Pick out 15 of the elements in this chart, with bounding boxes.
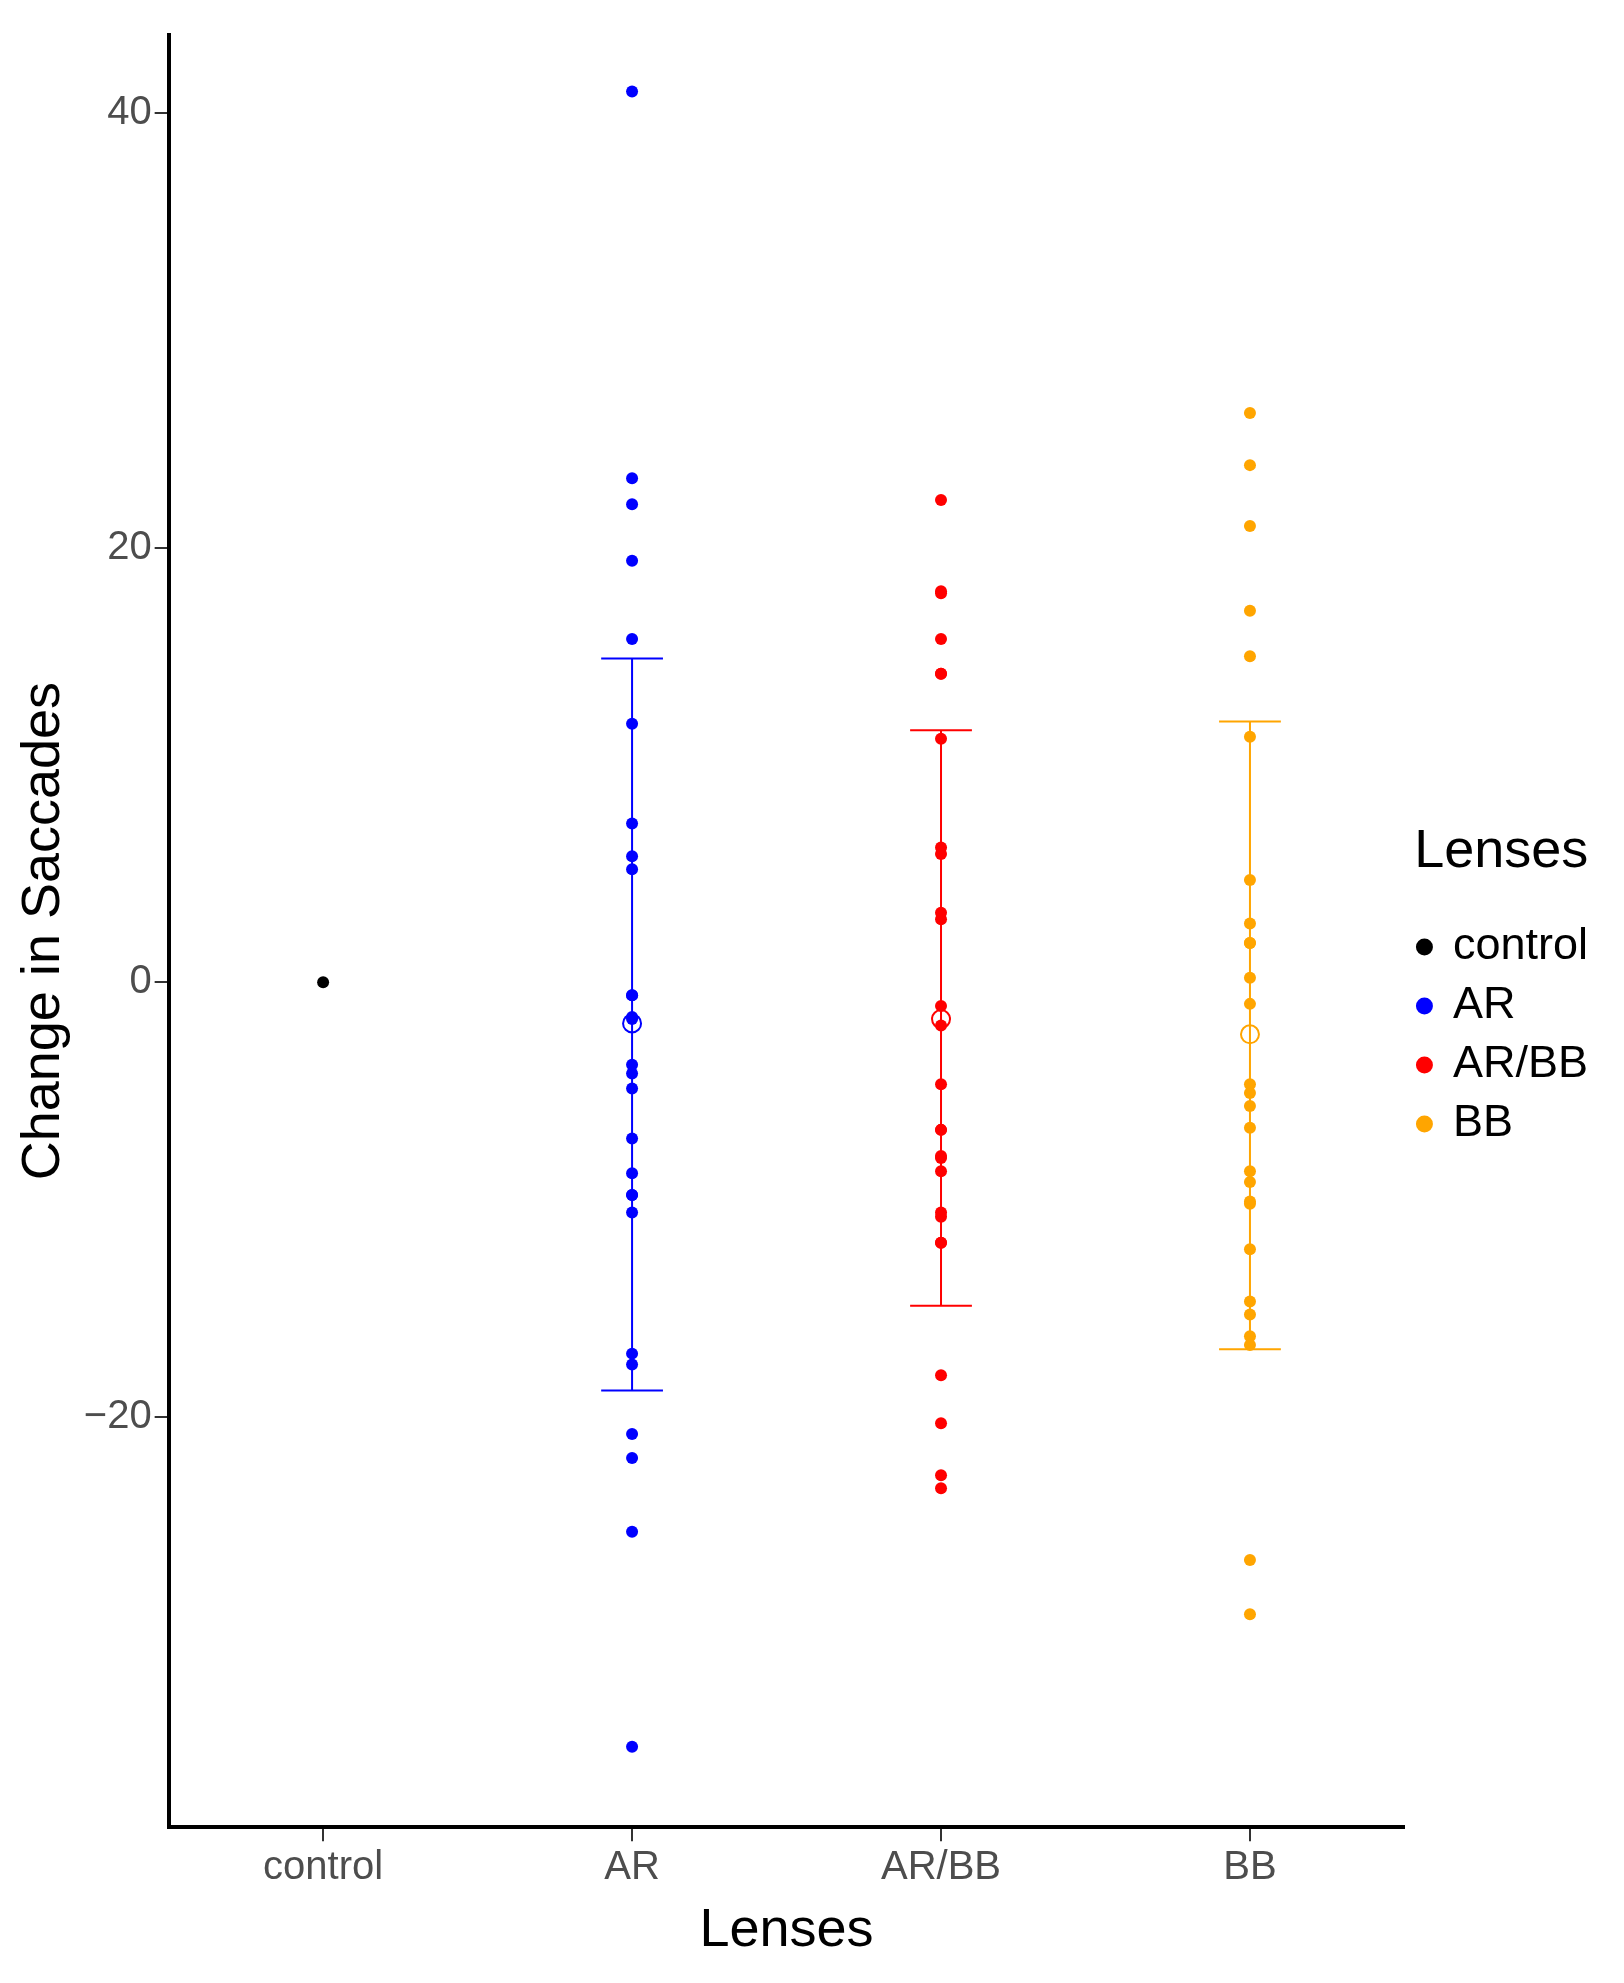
- y-tick-label: 0: [129, 957, 152, 1002]
- legend-label: BB: [1452, 1095, 1513, 1147]
- x-tick-label: control: [263, 1843, 384, 1888]
- x-tick-label: BB: [1223, 1843, 1277, 1888]
- legend-title: Lenses: [699, 1897, 874, 1958]
- x-tick-label: AR: [604, 1843, 660, 1888]
- x-tick-label: AR/BB: [880, 1843, 1002, 1888]
- x-axis-title: Lenses: [1414, 818, 1589, 879]
- legend-label: control: [1452, 918, 1589, 970]
- legend-label: AR/BB: [1452, 1036, 1588, 1088]
- y-tick-label: 40: [107, 88, 152, 133]
- y-axis-title: Change in Saccades: [10, 681, 71, 1181]
- legend-label: AR: [1452, 977, 1516, 1029]
- y-tick-label: 20: [107, 522, 152, 567]
- y-tick-label: −20: [83, 1391, 152, 1436]
